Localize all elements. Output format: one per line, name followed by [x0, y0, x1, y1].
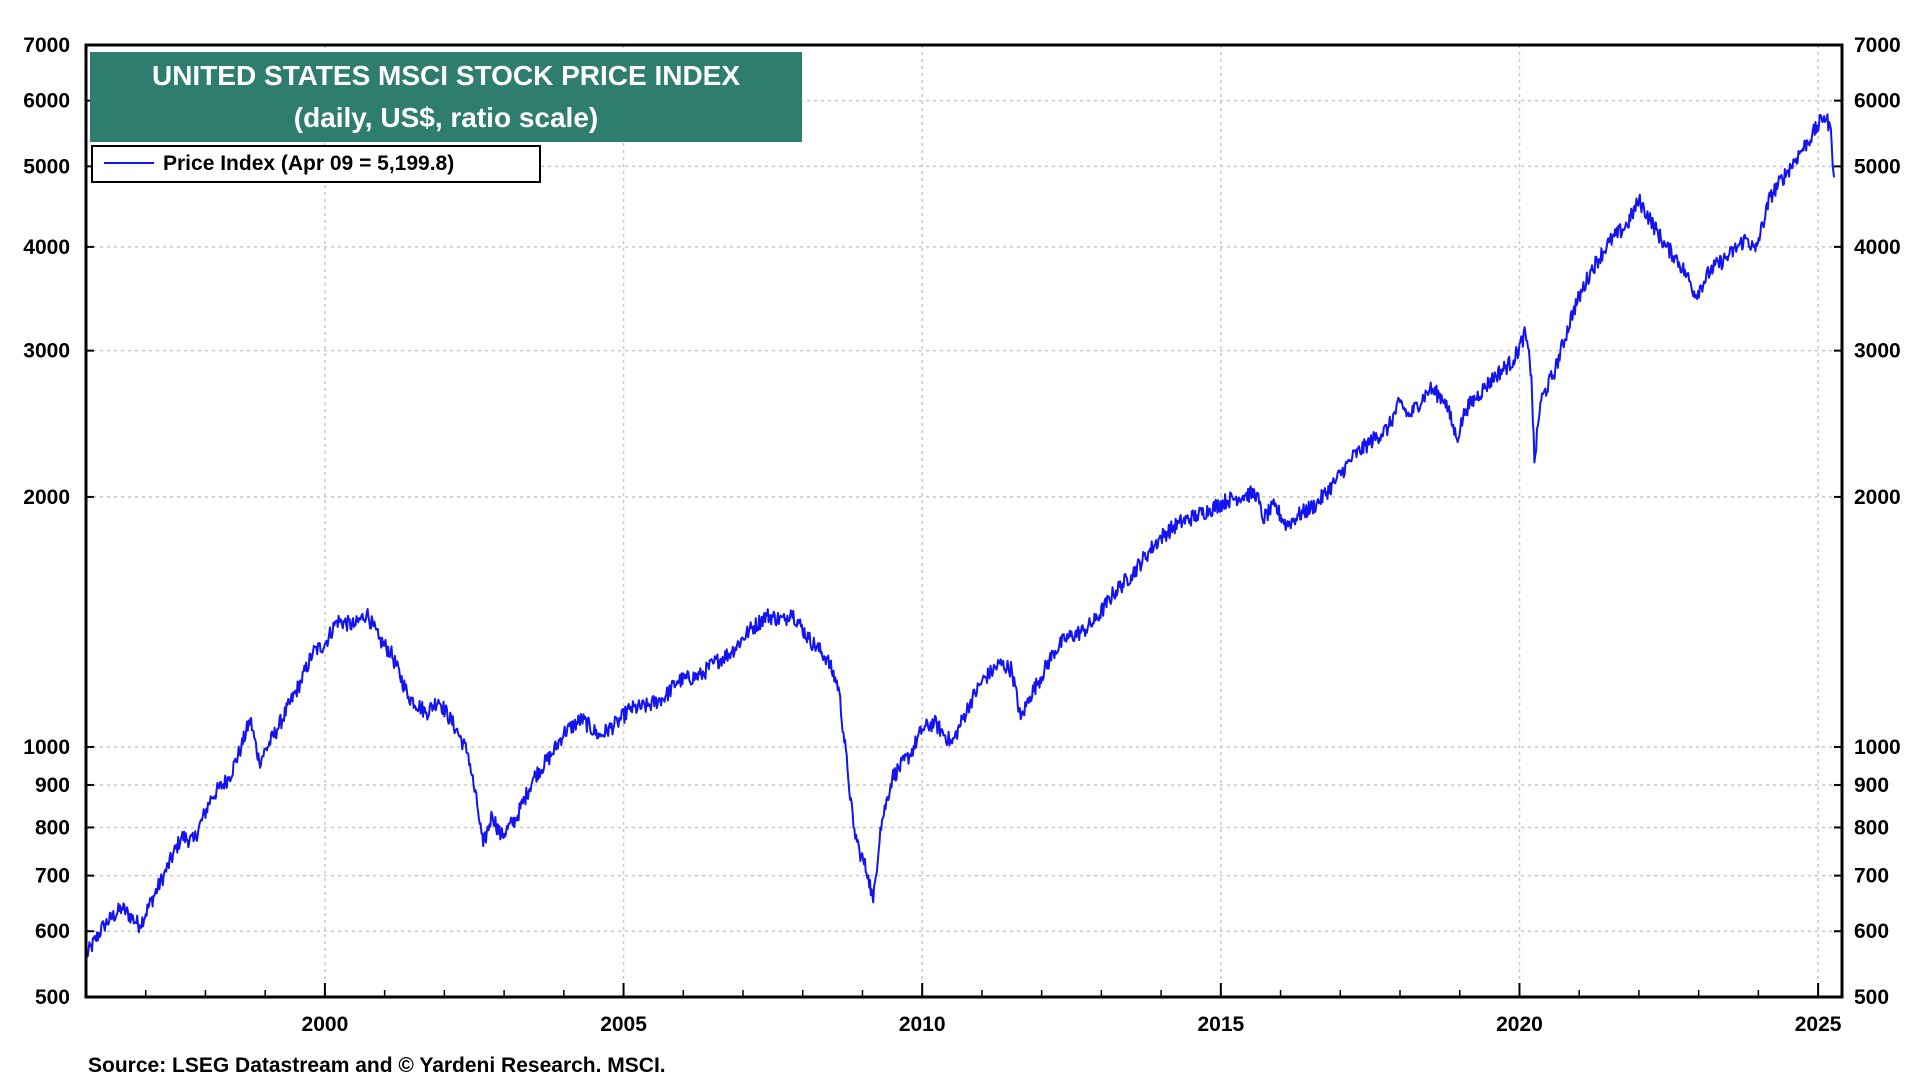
legend: Price Index (Apr 09 = 5,199.8): [91, 145, 541, 183]
series-layer: [85, 113, 1836, 958]
x-tick-label: 2005: [600, 1013, 647, 1036]
y-tick-label-left: 2000: [23, 486, 70, 509]
source-note: Source: LSEG Datastream and © Yardeni Re…: [88, 1054, 666, 1077]
x-tick-label: 2015: [1197, 1013, 1244, 1036]
legend-label: Price Index (Apr 09 = 5,199.8): [163, 152, 454, 175]
plot-frame: [84, 43, 1844, 999]
y-tick-label-right: 600: [1854, 920, 1889, 943]
title-background: [90, 52, 802, 142]
tick-marks: [85, 44, 1842, 998]
y-tick-label-right: 6000: [1854, 90, 1901, 113]
y-tick-label-right: 7000: [1854, 34, 1901, 57]
y-tick-label-left: 1000: [23, 736, 70, 759]
x-tick-label: 2010: [899, 1013, 946, 1036]
y-tick-label-left: 700: [35, 865, 70, 888]
y-tick-label-left: 900: [35, 774, 70, 797]
y-tick-label-right: 900: [1854, 774, 1889, 797]
chart-title: UNITED STATES MSCI STOCK PRICE INDEX: [152, 60, 740, 91]
y-tick-label-right: 800: [1854, 816, 1889, 839]
x-axis-labels: 2000 2005 2010 2015 2020 2025: [302, 1013, 1842, 1036]
y-tick-label-right: 4000: [1854, 236, 1901, 259]
y-tick-label-right: 500: [1854, 986, 1889, 1009]
y-tick-label-left: 4000: [23, 236, 70, 259]
legend-box: [91, 145, 541, 183]
y-tick-label-left: 7000: [23, 34, 70, 57]
y-tick-label-right: 3000: [1854, 340, 1901, 363]
y-axis-right-labels: 500 600 700 800 900 1000 2000 3000 4000 5000 6000 7…: [1854, 34, 1901, 1009]
x-tick-label: 2025: [1795, 1013, 1842, 1036]
x-tick-label: 2020: [1496, 1013, 1543, 1036]
y-tick-label-left: 800: [35, 816, 70, 839]
y-tick-label-right: 700: [1854, 865, 1889, 888]
y-tick-label-left: 3000: [23, 340, 70, 363]
y-axis-left-labels: 500 600 700 800 900 1000 2000 3000 4000 5000 6000 7…: [23, 34, 70, 1009]
chart-subtitle: (daily, US$, ratio scale): [294, 102, 599, 133]
title-box: UNITED STATES MSCI STOCK PRICE INDEX (da…: [90, 52, 802, 142]
y-tick-label-left: 500: [35, 986, 70, 1009]
grid-lines: [86, 45, 1842, 997]
y-tick-label-left: 600: [35, 920, 70, 943]
series-line-price-index: [85, 113, 1836, 958]
x-tick-label: 2000: [302, 1013, 349, 1036]
y-tick-label-right: 5000: [1854, 155, 1901, 178]
y-tick-label-right: 2000: [1854, 486, 1901, 509]
y-tick-label-left: 5000: [23, 155, 70, 178]
y-tick-label-right: 1000: [1854, 736, 1901, 759]
y-tick-label-left: 6000: [23, 90, 70, 113]
